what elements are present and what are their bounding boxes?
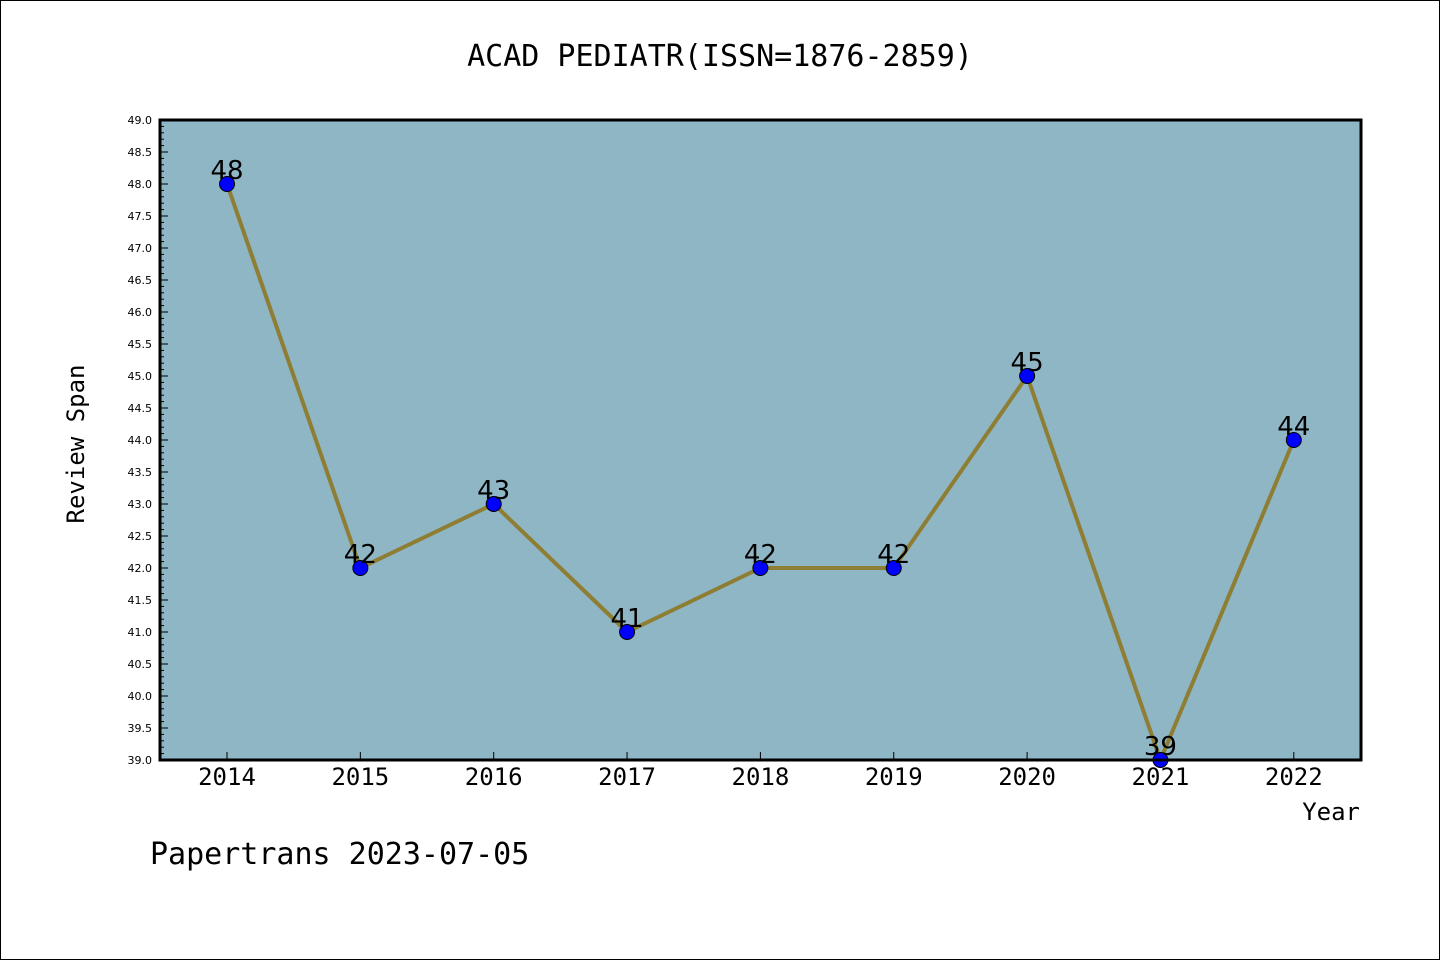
plot-border — [158, 118, 1363, 762]
chart-title: ACAD PEDIATR(ISSN=1876-2859) — [467, 39, 973, 74]
data-label: 42 — [344, 540, 377, 570]
y-tick-label: 45.5 — [128, 338, 153, 351]
data-label: 45 — [1011, 348, 1044, 378]
data-label: 42 — [744, 540, 777, 570]
x-axis-ticks: 2014 2015 2016 2017 2018 2019 2020 2021 2022 — [198, 752, 1323, 791]
data-label: 41 — [611, 604, 644, 634]
y-tick-label: 45.0 — [128, 370, 153, 383]
y-tick-label: 47.0 — [128, 242, 153, 255]
y-axis-ticks: 39.0 39.5 40.0 40.5 41.0 41.5 42.0 42.5 43.0 43.5… — [128, 114, 168, 767]
y-tick-label: 40.0 — [128, 690, 153, 703]
y-axis-label: Review Span — [62, 365, 90, 524]
y-tick-label: 48.0 — [128, 178, 153, 191]
data-point — [485, 496, 502, 512]
y-tick-label: 39.5 — [128, 722, 153, 735]
data-label: 39 — [1144, 732, 1177, 762]
y-tick-label: 41.0 — [128, 626, 153, 639]
y-tick-label: 46.5 — [128, 274, 153, 287]
x-tick-label: 2017 — [598, 763, 656, 791]
x-tick-label: 2018 — [732, 763, 790, 791]
y-tick-label: 44.0 — [128, 434, 153, 447]
x-tick-label: 2020 — [998, 763, 1056, 791]
y-tick-label: 43.0 — [128, 498, 153, 511]
y-tick-label: 43.5 — [128, 466, 153, 479]
data-point — [1019, 368, 1036, 384]
data-label: 48 — [210, 156, 243, 186]
data-label: 42 — [877, 540, 910, 570]
y-tick-label: 42.0 — [128, 562, 153, 575]
y-tick-label: 46.0 — [128, 306, 153, 319]
y-tick-label: 49.0 — [128, 114, 153, 127]
data-point — [219, 176, 235, 192]
x-axis-label: Year — [1302, 798, 1360, 826]
y-tick-label: 41.5 — [128, 594, 153, 607]
x-tick-label: 2014 — [198, 763, 256, 791]
y-tick-label: 39.0 — [128, 754, 153, 767]
x-tick-label: 2015 — [331, 763, 389, 791]
data-label: 44 — [1277, 412, 1310, 442]
data-point — [1285, 432, 1302, 448]
series-review-span — [219, 176, 1302, 768]
y-tick-label: 40.5 — [128, 658, 153, 671]
y-tick-label: 47.5 — [128, 210, 153, 223]
y-tick-label: 48.5 — [128, 146, 153, 159]
footer-watermark-text: Papertrans 2023-07-05 — [150, 837, 529, 872]
data-point — [885, 560, 902, 576]
data-point — [752, 560, 769, 576]
y-tick-label: 42.5 — [128, 530, 153, 543]
data-label: 43 — [477, 476, 510, 506]
data-point — [619, 624, 636, 640]
x-tick-label: 2016 — [465, 763, 523, 791]
plot-area — [160, 120, 1361, 760]
x-tick-label: 2019 — [865, 763, 923, 791]
y-tick-label: 44.5 — [128, 402, 153, 415]
x-tick-label: 2022 — [1265, 763, 1323, 791]
data-point — [352, 560, 369, 576]
data-labels: 48 42 43 41 42 42 45 39 44 — [210, 156, 1310, 762]
